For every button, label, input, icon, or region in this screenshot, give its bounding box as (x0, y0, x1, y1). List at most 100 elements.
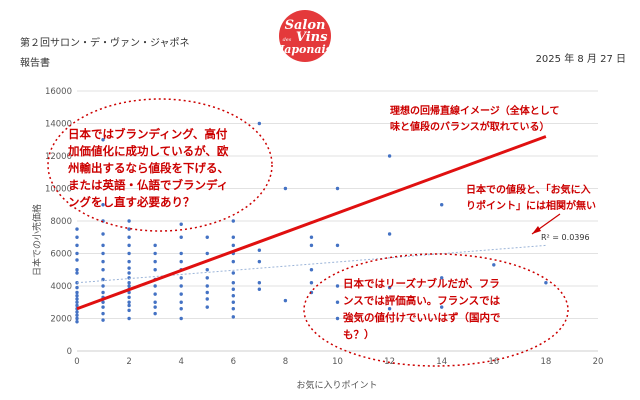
data-point (153, 259, 157, 264)
data-point (179, 300, 183, 304)
y-tick-label: 6000 (50, 250, 72, 260)
data-point (257, 121, 262, 126)
x-tick-label: 2 (126, 357, 131, 367)
x-tick-label: 8 (283, 357, 288, 367)
data-point (440, 276, 444, 280)
data-point (101, 268, 105, 272)
data-point (101, 284, 105, 288)
data-point (101, 251, 105, 256)
data-point (101, 203, 105, 207)
data-point (309, 243, 314, 248)
data-point (127, 219, 131, 223)
r-squared-label: R² = 0.0396 (541, 233, 590, 242)
bottom-note-2: ンスでは評価高い。フランスでは (343, 294, 501, 307)
data-point (75, 290, 79, 295)
data-point (387, 232, 392, 236)
data-point (335, 316, 340, 321)
data-point (153, 305, 157, 309)
no-correlation-2: りポイント」には相関が無い (466, 199, 596, 212)
data-point (205, 297, 209, 301)
x-tick-label: 20 (593, 357, 604, 367)
y-tick-label: 10000 (45, 185, 72, 195)
data-point (257, 281, 262, 285)
y-tick-label: 2000 (50, 315, 72, 325)
bottom-ellipse (303, 253, 569, 367)
data-point (205, 276, 209, 280)
data-point (231, 243, 235, 248)
data-point (75, 303, 79, 308)
data-point (231, 307, 235, 311)
data-point (387, 285, 392, 290)
data-point (127, 295, 131, 300)
data-point (127, 308, 131, 313)
data-point (440, 203, 444, 207)
lines (76, 135, 547, 311)
x-tick-label: 16 (488, 357, 499, 367)
data-point (153, 311, 157, 316)
data-point (440, 305, 444, 309)
x-tick-label: 6 (231, 357, 236, 367)
data-point (75, 268, 79, 272)
data-point (205, 268, 209, 272)
y-tick-label: 0 (67, 347, 72, 357)
grid (77, 90, 598, 352)
data-point (153, 251, 157, 256)
data-point (127, 243, 131, 248)
data-point (283, 298, 288, 303)
left-note-3: 州輸出するなら値段を下げる、 (67, 161, 229, 175)
data-point (153, 300, 157, 304)
axes: 0 2000 4000 6000 8000 10000 12000 14000 16000 0 2 4… (45, 87, 603, 367)
data-point (75, 310, 79, 314)
data-point (101, 311, 105, 316)
data-point (335, 300, 340, 304)
data-point (309, 268, 314, 272)
data-point (75, 235, 79, 239)
data-point (127, 281, 131, 285)
y-tick-label: 16000 (45, 87, 72, 97)
data-point (231, 235, 235, 239)
report-subtitle: 報告書 (20, 58, 50, 69)
data-point (257, 259, 262, 264)
bottom-note-1: 日本ではリーズナブルだが、フラ (343, 277, 500, 290)
bottom-note-4: も？） (343, 328, 375, 341)
data-point (283, 186, 288, 191)
data-point (101, 138, 105, 142)
data-point (75, 258, 79, 262)
data-point (75, 243, 79, 248)
data-point (75, 285, 79, 290)
data-point (75, 297, 79, 301)
ideal-line-label-2: 味と値段のバランスが取れている） (390, 120, 550, 133)
data-point (205, 305, 209, 309)
x-axis-label: お気に入りポイント (296, 379, 377, 391)
x-tick-label: 14 (436, 357, 447, 367)
data-point (101, 290, 105, 295)
left-note-2: 加価値化に成功しているが、欧 (67, 144, 229, 158)
data-point (231, 219, 235, 223)
y-tick-label: 14000 (45, 120, 72, 130)
data-point (387, 154, 392, 158)
data-point (75, 320, 79, 324)
x-tick-label: 10 (332, 357, 343, 367)
salon-logo: Salon des Vins Japonais (279, 10, 332, 62)
bottom-note-3: 強気の値付けでいいはず（国内で (343, 311, 501, 324)
data-point (153, 292, 157, 296)
data-point (231, 259, 235, 264)
data-point (544, 281, 548, 285)
data-point (75, 316, 79, 321)
data-point (179, 276, 183, 280)
data-point (257, 287, 262, 291)
y-tick-label: 4000 (50, 282, 72, 292)
data-point (127, 290, 131, 295)
data-point (127, 266, 131, 270)
data-point (309, 235, 314, 239)
data-point (179, 292, 183, 296)
data-point (179, 235, 183, 239)
data-point (492, 263, 496, 267)
data-point (127, 271, 131, 275)
ideal-regression-line (76, 135, 547, 311)
data-point (75, 271, 79, 275)
data-point (179, 222, 183, 226)
data-point (231, 315, 235, 319)
data-point (127, 300, 131, 304)
